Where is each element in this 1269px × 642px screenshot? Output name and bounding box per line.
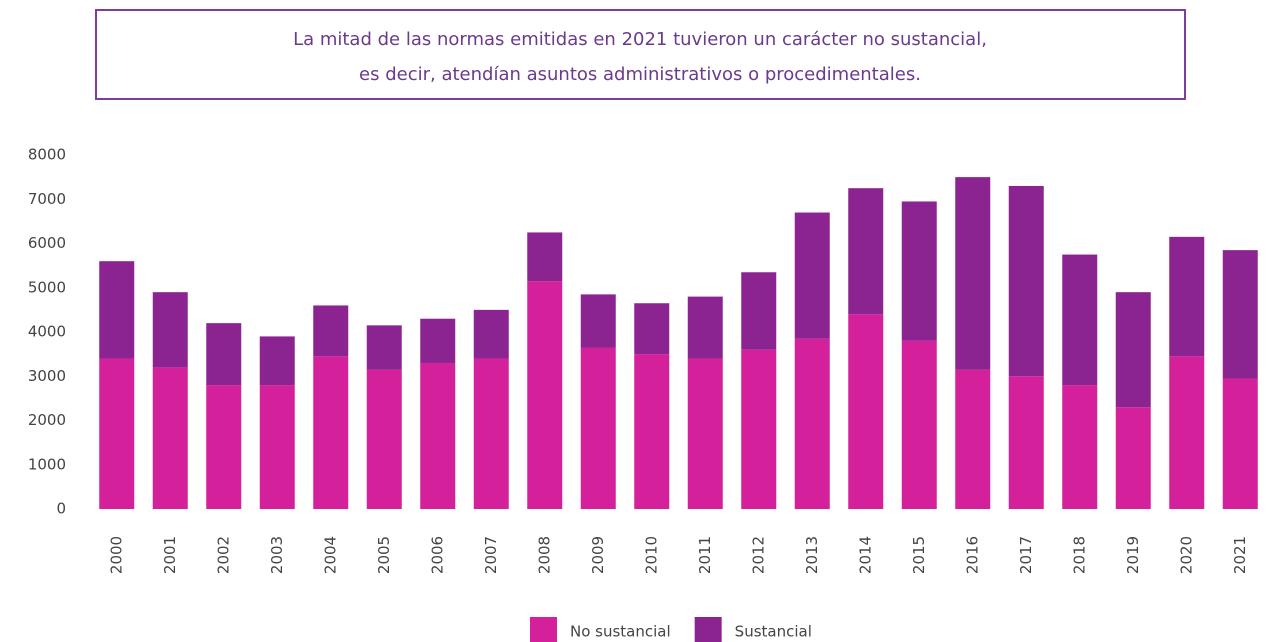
bar-segment xyxy=(1222,250,1258,379)
legend-swatch xyxy=(530,617,557,642)
bar-segment xyxy=(741,349,777,509)
bar-segment xyxy=(313,356,349,509)
bar-segment xyxy=(420,318,456,363)
bar-segment xyxy=(1008,185,1044,377)
bar-segment xyxy=(206,385,242,509)
bar-segment xyxy=(901,340,937,509)
bar-segment xyxy=(1115,407,1151,509)
bar-segment xyxy=(580,294,616,348)
y-tick-label: 0 xyxy=(56,500,66,518)
y-tick-label: 3000 xyxy=(28,367,66,385)
x-tick-label: 2001 xyxy=(161,536,179,574)
bar-segment xyxy=(473,358,509,509)
y-tick-label: 8000 xyxy=(28,146,66,164)
x-tick-label: 2005 xyxy=(375,536,393,574)
bar-segment xyxy=(794,212,830,339)
title-box xyxy=(95,9,1186,100)
x-tick-label: 2000 xyxy=(107,536,125,574)
bar-segment xyxy=(1169,356,1205,509)
bar-segment xyxy=(527,281,563,509)
x-tick-label: 2003 xyxy=(268,536,286,574)
x-tick-label: 2010 xyxy=(642,536,660,574)
legend-label: No sustancial xyxy=(570,623,671,641)
y-tick-label: 1000 xyxy=(28,455,66,473)
bar-segment xyxy=(794,338,830,509)
x-tick-label: 2011 xyxy=(696,536,714,574)
bar-segment xyxy=(152,292,188,368)
x-tick-label: 2004 xyxy=(321,536,339,574)
chart-title: La mitad de las normas emitidas en 2021 … xyxy=(293,29,987,50)
x-tick-label: 2017 xyxy=(1017,536,1035,574)
bar-segment xyxy=(1169,236,1205,357)
bar-segment xyxy=(687,358,723,509)
bar-segment xyxy=(420,362,456,509)
y-tick-label: 6000 xyxy=(28,234,66,252)
x-tick-label: 2018 xyxy=(1070,536,1088,574)
x-tick-label: 2013 xyxy=(803,536,821,574)
bar-segment xyxy=(259,385,295,509)
bar-segment xyxy=(687,296,723,359)
x-tick-label: 2007 xyxy=(482,536,500,574)
x-tick-label: 2014 xyxy=(856,536,874,574)
bar-segment xyxy=(634,303,670,355)
bar-segment xyxy=(848,188,884,315)
bar-segment xyxy=(1008,376,1044,509)
y-tick-label: 2000 xyxy=(28,411,66,429)
y-tick-label: 7000 xyxy=(28,190,66,208)
bar-segment xyxy=(366,325,402,370)
bar-segment xyxy=(848,314,884,509)
legend-swatch xyxy=(694,617,722,642)
bar-segment xyxy=(99,358,135,509)
x-tick-label: 2002 xyxy=(214,536,232,574)
bar-segment xyxy=(152,367,188,509)
x-tick-label: 2019 xyxy=(1124,536,1142,574)
bar-segment xyxy=(1062,254,1098,386)
bar-segment xyxy=(366,369,402,509)
x-tick-label: 2016 xyxy=(963,536,981,574)
bar-segment xyxy=(473,309,509,359)
chart-title: es decir, atendían asuntos administrativ… xyxy=(359,64,921,85)
bar-segment xyxy=(99,261,135,359)
x-tick-label: 2008 xyxy=(535,536,553,574)
bar-segment xyxy=(527,232,563,282)
x-tick-label: 2009 xyxy=(589,536,607,574)
x-tick-label: 2015 xyxy=(910,536,928,574)
legend-label: Sustancial xyxy=(735,623,812,641)
y-tick-label: 5000 xyxy=(28,278,66,296)
bar-segment xyxy=(259,336,295,386)
bar-segment xyxy=(901,201,937,341)
x-tick-label: 2020 xyxy=(1177,536,1195,574)
bar-segment xyxy=(206,323,242,386)
x-tick-label: 2021 xyxy=(1231,536,1249,574)
bar-segment xyxy=(634,354,670,509)
bar-segment xyxy=(741,272,777,350)
bar-segment xyxy=(955,369,991,509)
bar-segment xyxy=(955,177,991,370)
bar-segment xyxy=(580,347,616,509)
y-tick-label: 4000 xyxy=(28,323,66,341)
bar-segment xyxy=(1222,378,1258,509)
bar-segment xyxy=(1115,292,1151,408)
x-tick-label: 2006 xyxy=(428,536,446,574)
bar-segment xyxy=(1062,385,1098,509)
x-tick-label: 2012 xyxy=(749,536,767,574)
bar-segment xyxy=(313,305,349,357)
